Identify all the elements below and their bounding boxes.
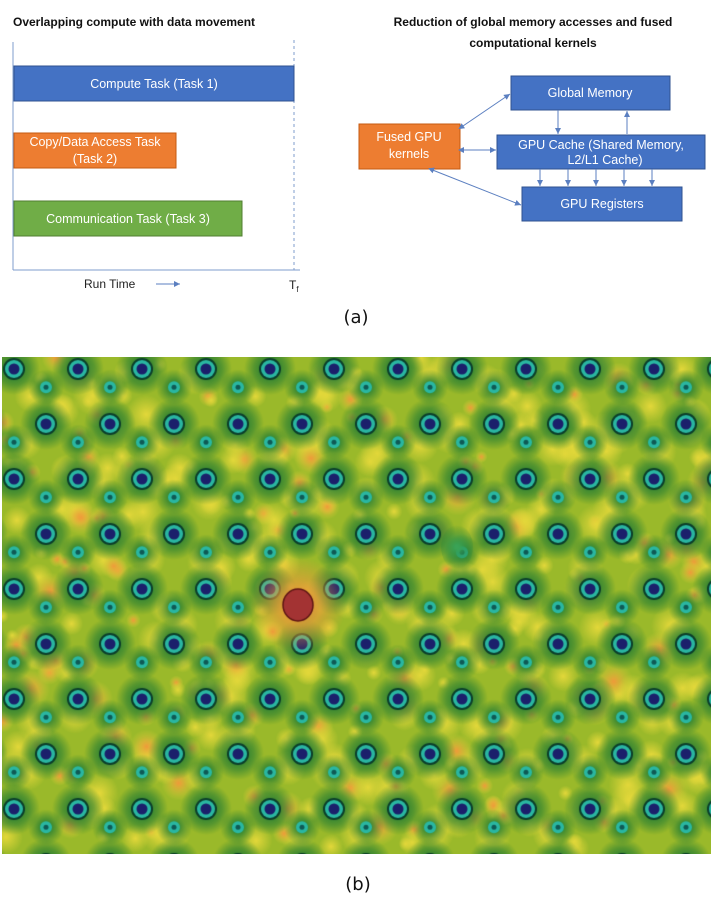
communication-task-bar (13, 200, 243, 237)
gpu-registers-label: GPU Registers (560, 197, 643, 211)
compute-task-bar (13, 65, 295, 102)
caption-a: (a) (343, 307, 368, 328)
global-memory-label: Global Memory (548, 86, 633, 100)
tf-label: Tf (289, 278, 299, 294)
memory-flow-arrows (428, 93, 655, 206)
caption-b: (b) (345, 874, 370, 895)
crystal-field-heatmap (2, 357, 711, 854)
gpu-registers-box (521, 186, 683, 222)
copy-task-label-line2: (Task 2) (73, 152, 117, 166)
figure-panel-a: Overlapping compute with data movement C… (12, 15, 706, 328)
overlap-title: Overlapping compute with data movement (13, 15, 255, 29)
reduction-title-line2: computational kernels (469, 36, 597, 50)
run-time-label: Run Time (84, 277, 136, 291)
copy-task-label-line1: Copy/Data Access Task (29, 135, 161, 149)
fused-kernels-box (358, 123, 461, 170)
gpu-cache-label-line1: GPU Cache (Shared Memory, (518, 138, 684, 152)
communication-task-label: Communication Task (Task 3) (46, 212, 210, 226)
fused-kernels-label-line2: kernels (389, 147, 429, 161)
copy-task-bar (13, 132, 177, 169)
fused-kernels-label-line1: Fused GPU (376, 130, 441, 144)
caption-b-wrap: (b) (345, 874, 370, 895)
global-memory-box (510, 75, 671, 111)
reduction-title-line1: Reduction of global memory accesses and … (394, 15, 673, 29)
compute-task-label: Compute Task (Task 1) (90, 77, 218, 91)
gpu-cache-box (496, 134, 706, 170)
gpu-cache-label-line2: L2/L1 Cache) (567, 153, 642, 167)
